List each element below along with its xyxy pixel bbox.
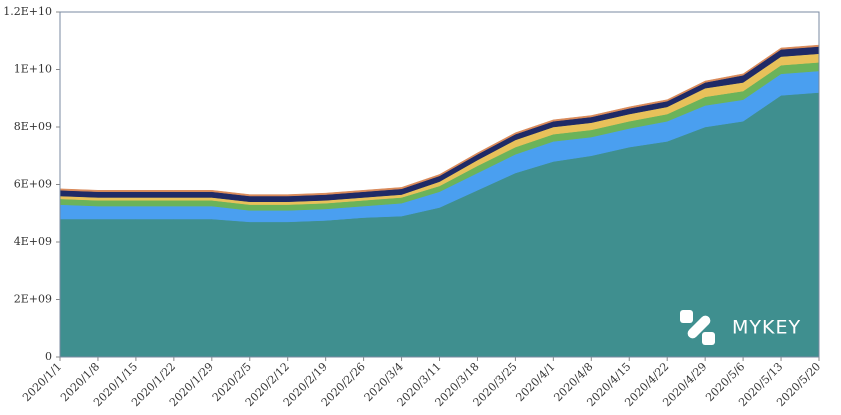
y-tick-label: 1E+10 [14,63,52,76]
y-tick-label: 0 [45,350,52,363]
y-tick-label: 6E+09 [14,178,52,191]
y-tick-label: 2E+09 [14,293,52,306]
plot-frame [59,11,820,358]
y-tick-label: 4E+09 [14,235,52,248]
x-tick-label: 2020/4/1 [513,360,557,404]
y-tick-label: 8E+09 [14,120,52,133]
x-tick-label: 2020/1/1 [20,360,64,404]
y-tick-label: 1.2E+10 [3,5,52,18]
watermark-logo [680,310,715,345]
watermark-text: MYKEY [732,317,801,339]
